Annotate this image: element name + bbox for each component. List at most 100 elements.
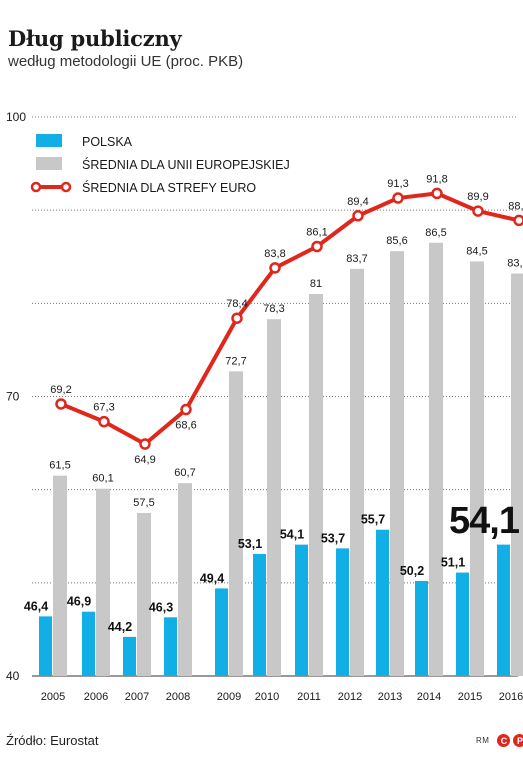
x-tick-label: 2009: [217, 691, 241, 703]
bar-polska: [123, 636, 136, 676]
legend-label-polska: POLSKA: [82, 135, 133, 149]
euro-marker: [55, 398, 67, 410]
legend-swatch-ue: [36, 157, 62, 170]
brand-c-icon: C: [497, 734, 511, 747]
bar-ue: [470, 261, 484, 676]
data-label-euro: 86,1: [306, 227, 327, 239]
data-label-polska: 55,7: [361, 513, 385, 527]
brand-p-icon: P: [513, 734, 523, 747]
data-label-euro: 64,9: [134, 454, 155, 466]
bar-ue: [429, 242, 443, 676]
bar-polska: [82, 611, 95, 676]
euro-marker: [269, 262, 281, 274]
x-tick-label: 2011: [297, 691, 321, 703]
bar-polska: [253, 553, 266, 676]
x-tick-label: 2013: [378, 691, 402, 703]
bar-ue: [178, 483, 192, 676]
data-label-polska: 46,9: [67, 595, 91, 609]
data-label-euro: 67,3: [93, 402, 114, 414]
x-tick-label: 2014: [417, 691, 441, 703]
euro-marker: [139, 438, 151, 450]
euro-marker: [180, 403, 192, 416]
data-label-ue: 72,7: [225, 355, 246, 367]
bar-polska: [336, 548, 349, 676]
legend-label-ue: ŚREDNIA DLA UNII EUROPEJSKIEJ: [82, 157, 290, 172]
data-label-euro: 69,2: [50, 384, 71, 396]
legend-marker-euro: [30, 181, 42, 193]
euro-marker: [311, 240, 323, 253]
bar-ue: [511, 273, 523, 676]
data-label-polska: 53,1: [238, 537, 262, 551]
source-note: Źródło: Eurostat: [6, 733, 99, 748]
euro-marker: [392, 192, 404, 204]
data-label-euro: 89,9: [467, 191, 488, 203]
data-label-euro: 91,8: [426, 173, 447, 185]
bar-polska: [215, 588, 228, 676]
data-label-euro: 88,9: [508, 200, 523, 212]
legend-swatch-polska: [36, 134, 62, 147]
euro-line: [60, 191, 520, 447]
bar-ue: [309, 294, 323, 676]
data-label-ue: 85,6: [386, 235, 407, 247]
euro-marker: [231, 312, 243, 324]
data-label-polska: 46,4: [24, 599, 48, 613]
data-label-ue: 61,5: [49, 460, 70, 472]
data-label-euro: 68,6: [175, 420, 196, 432]
data-label-ue: 57,5: [133, 497, 154, 509]
x-tick-label: 2006: [84, 691, 108, 703]
y-tick-label: 100: [6, 110, 26, 124]
data-label-polska: 50,2: [400, 564, 424, 578]
data-label-ue: 60,1: [92, 473, 113, 485]
data-label-ue: 84,5: [466, 245, 487, 257]
bar-ue: [229, 371, 243, 676]
x-tick-label: 2007: [125, 691, 149, 703]
data-label-polska: 46,3: [149, 600, 173, 614]
euro-marker: [513, 214, 523, 227]
data-label-euro: 78,4: [226, 298, 247, 310]
legend-label-euro: ŚREDNIA DLA STREFY EURO: [82, 180, 256, 195]
euro-marker: [431, 187, 443, 200]
bar-polska: [39, 616, 52, 676]
bar-polska: [497, 544, 510, 676]
bar-ue: [390, 251, 404, 676]
bar-polska: [456, 572, 469, 676]
euro-marker: [352, 210, 364, 222]
bar-ue: [137, 512, 151, 676]
data-label-ue: 86,5: [425, 227, 446, 239]
data-label-euro: 83,8: [264, 248, 285, 260]
publisher-logo: RM C P: [476, 734, 523, 747]
bar-ue: [267, 319, 281, 676]
data-label-ue: 83,7: [346, 253, 367, 265]
data-label-polska: 51,1: [441, 556, 465, 570]
highlight-label: 54,1: [449, 500, 520, 542]
chart-subtitle: według metodologii UE (proc. PKB): [8, 53, 244, 70]
y-tick-label: 70: [6, 390, 20, 404]
data-label-ue: 83,2: [507, 258, 523, 270]
data-label-polska: 49,4: [200, 571, 224, 585]
data-label-ue: 81: [310, 278, 322, 290]
data-label-euro: 89,4: [347, 196, 368, 208]
x-tick-label: 2010: [255, 691, 279, 703]
y-tick-label: 40: [6, 669, 20, 683]
data-label-polska: 54,1: [280, 528, 304, 542]
data-label-ue: 78,3: [263, 303, 284, 315]
bar-polska: [376, 529, 389, 676]
data-label-polska: 53,7: [321, 531, 345, 545]
x-tick-label: 2012: [338, 691, 362, 703]
bar-polska: [164, 617, 177, 676]
bar-polska: [415, 580, 428, 676]
legend-marker-euro: [60, 181, 72, 193]
bar-ue: [53, 475, 67, 676]
euro-marker: [472, 205, 484, 217]
euro-marker: [98, 415, 110, 428]
x-tick-label: 2005: [41, 691, 65, 703]
data-label-euro: 91,3: [387, 178, 408, 190]
bar-ue: [96, 488, 110, 676]
bar-polska: [295, 544, 308, 676]
x-tick-label: 2008: [166, 691, 190, 703]
x-tick-label: 2015: [458, 691, 482, 703]
bar-ue: [350, 268, 364, 676]
data-label-polska: 44,2: [108, 620, 132, 634]
brand-rm: RM: [476, 736, 490, 745]
